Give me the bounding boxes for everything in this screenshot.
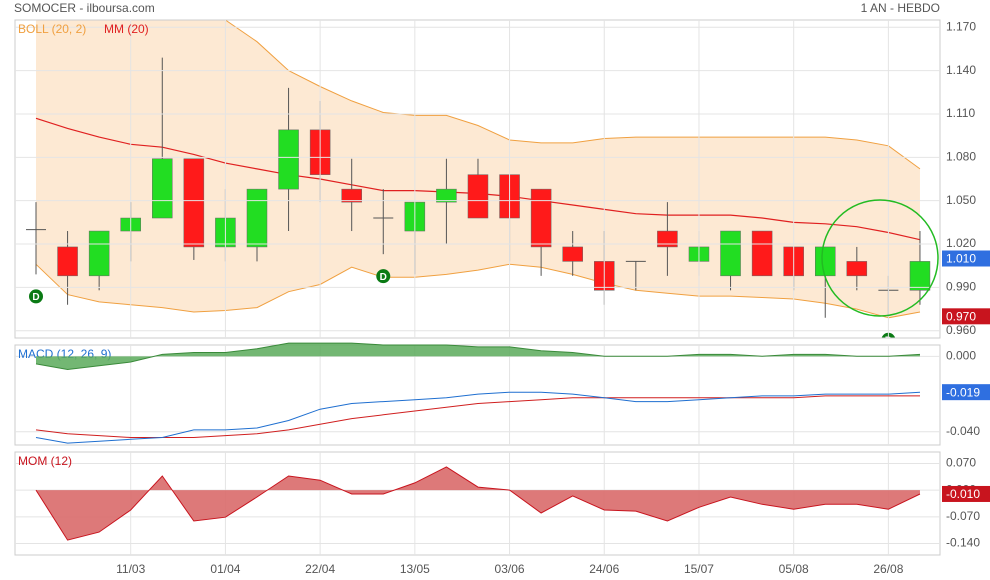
chart-title: SOMOCER - ilboursa.com — [14, 1, 155, 15]
marker-dot — [29, 289, 43, 304]
boll-lower — [35, 263, 921, 319]
candle-body — [720, 230, 741, 277]
price-badge-label: 0.970 — [946, 309, 976, 323]
candle-body — [152, 158, 173, 219]
period: 1 AN - HEBDO — [861, 1, 940, 15]
price-badge — [942, 485, 990, 502]
marker-label: D — [380, 272, 387, 283]
price-badge-label: -0.010 — [946, 487, 980, 501]
area-line — [35, 466, 921, 541]
x-tick-label: 15/07 — [684, 562, 714, 576]
legend-entry: MOM (12) — [18, 454, 72, 468]
price-badge — [942, 384, 990, 401]
x-tick-label: 01/04 — [210, 562, 240, 576]
candle-body — [751, 230, 773, 277]
candle-body — [815, 246, 836, 277]
candle-body — [467, 174, 489, 219]
candle-body — [657, 230, 678, 248]
x-tick-label: 11/03 — [116, 562, 145, 576]
price-badge-label: -0.019 — [946, 385, 980, 399]
candle-body — [57, 246, 78, 277]
highlight-circle — [821, 199, 939, 317]
y-tick-label: 0.990 — [946, 280, 976, 294]
candle-body — [436, 188, 457, 203]
candle-body — [183, 158, 205, 248]
panel-frame — [14, 19, 941, 339]
price-badge — [942, 250, 990, 267]
signal-line — [35, 395, 920, 438]
boll-upper — [224, 20, 921, 170]
candle-body — [846, 261, 868, 277]
price-badge-label: 1.010 — [946, 252, 976, 266]
hist-fill — [36, 343, 920, 370]
hist-line — [35, 342, 921, 371]
area-fill — [36, 466, 920, 541]
x-tick-label: 13/05 — [400, 562, 430, 576]
panel-frame — [14, 451, 941, 556]
y-tick-label: 1.020 — [946, 236, 976, 250]
y-tick-label: -0.070 — [946, 509, 980, 523]
x-tick-label: 22/04 — [305, 562, 335, 576]
y-tick-label: 0.000 — [946, 348, 976, 362]
candle-body — [88, 230, 110, 277]
x-tick-label: 26/08 — [873, 562, 903, 576]
candle-body — [909, 261, 931, 291]
x-tick-label: 24/06 — [589, 562, 619, 576]
candle-body — [246, 188, 268, 248]
candle-body — [278, 129, 299, 190]
legend-entry: BOLL (20, 2) — [18, 22, 86, 36]
panel-frame — [14, 344, 941, 446]
y-tick-label: 0.960 — [946, 323, 976, 337]
price-badge — [942, 308, 990, 325]
macd-line — [35, 391, 921, 444]
candle-body — [530, 188, 552, 248]
legend-entry: MM (20) — [104, 22, 149, 36]
y-tick-label: 1.110 — [946, 106, 975, 120]
y-tick-label: 1.080 — [946, 149, 976, 163]
x-tick-label: 05/08 — [779, 562, 809, 576]
y-tick-label: -0.040 — [946, 424, 980, 438]
marker-label: D — [32, 292, 39, 303]
y-tick-label: 1.140 — [946, 63, 976, 77]
y-tick-label: 0.070 — [946, 456, 976, 470]
y-tick-label: 1.050 — [946, 193, 976, 207]
marker-dot — [376, 269, 391, 284]
candle-body — [341, 188, 362, 203]
x-tick-label: 03/06 — [495, 562, 525, 576]
y-tick-label: 1.170 — [946, 19, 976, 33]
y-tick-label: -0.140 — [946, 536, 980, 550]
candle-body — [562, 246, 583, 262]
